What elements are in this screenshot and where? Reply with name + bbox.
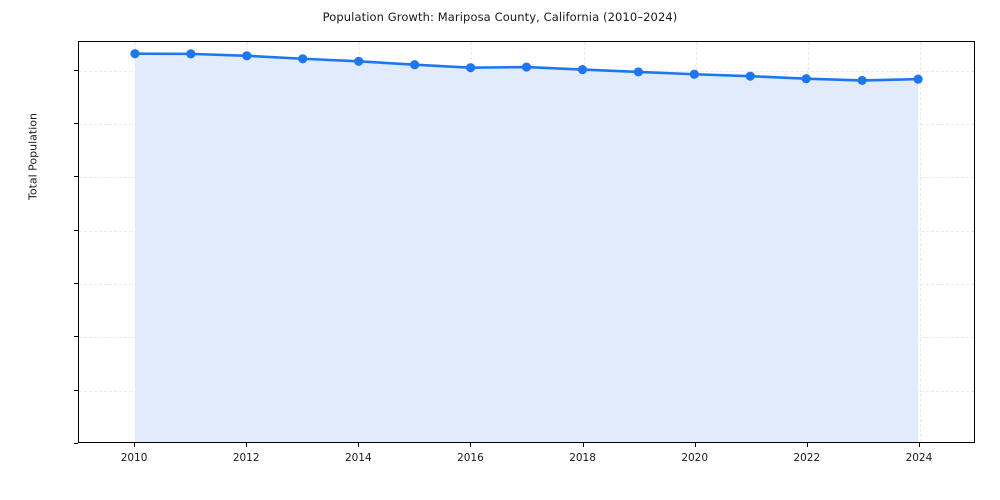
- data-point-marker: [689, 69, 699, 79]
- x-tick-label: 2010: [120, 452, 148, 464]
- x-tick-mark: [806, 443, 808, 447]
- data-point-marker: [577, 65, 588, 75]
- chart-title: Population Growth: Mariposa County, Cali…: [322, 10, 678, 24]
- series-layer: [130, 49, 923, 442]
- x-tick-label: 2022: [793, 452, 821, 464]
- data-point-marker: [465, 63, 476, 73]
- data-point-marker: [857, 75, 867, 85]
- data-point-marker: [745, 71, 755, 81]
- data-point-marker: [521, 62, 532, 72]
- data-point-markers: [130, 49, 923, 85]
- x-tick-mark: [582, 443, 584, 447]
- data-point-marker: [410, 60, 420, 70]
- x-tick-label: 2020: [681, 452, 709, 464]
- x-tick-label: 2014: [344, 452, 372, 464]
- x-tick-mark: [358, 443, 360, 447]
- data-point-marker: [242, 51, 252, 61]
- x-tick-mark: [918, 443, 920, 447]
- data-point-marker: [298, 54, 308, 64]
- y-tick-mark: [74, 443, 78, 444]
- area-fill: [134, 53, 919, 442]
- data-point-marker: [913, 74, 923, 84]
- x-tick-mark: [470, 443, 472, 447]
- x-tick-label: 2012: [232, 452, 260, 464]
- x-tick-mark: [134, 443, 136, 447]
- x-tick-mark: [694, 443, 696, 447]
- data-point-marker: [354, 56, 364, 66]
- y-axis-label: Total Population: [26, 113, 40, 200]
- x-tick-label: 2016: [457, 452, 484, 464]
- data-point-marker: [186, 49, 196, 59]
- plot-area: [78, 41, 975, 443]
- x-tick-mark: [246, 443, 248, 447]
- data-point-marker: [130, 49, 140, 59]
- x-tick-label: 2018: [569, 452, 596, 464]
- x-tick-label: 2024: [905, 452, 933, 464]
- data-point-marker: [633, 67, 643, 77]
- data-point-marker: [801, 74, 811, 84]
